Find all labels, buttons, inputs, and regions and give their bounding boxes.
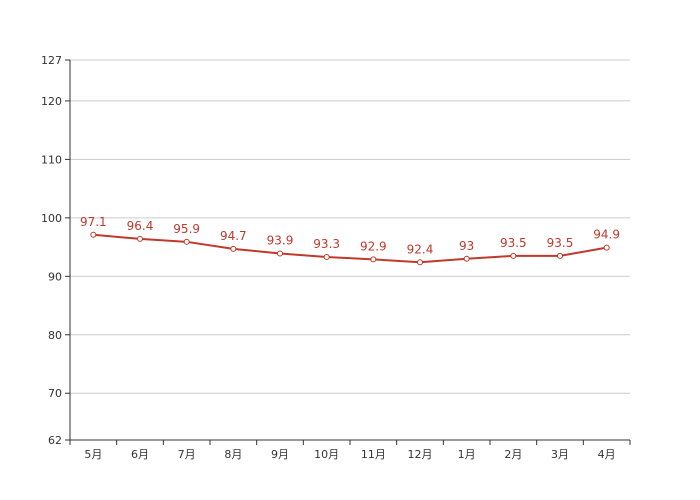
data-point xyxy=(277,250,283,257)
x-tick-label: 6月 xyxy=(131,448,149,461)
y-tick-label: 70 xyxy=(48,387,62,400)
data-point xyxy=(90,231,97,238)
data-point xyxy=(510,252,517,259)
x-tick-label: 2月 xyxy=(504,448,522,461)
data-label: 96.4 xyxy=(127,219,154,233)
y-tick-label: 90 xyxy=(48,270,62,283)
y-tick-label: 120 xyxy=(41,95,62,108)
data-label: 94.7 xyxy=(220,229,247,243)
x-tick-label: 5月 xyxy=(84,448,102,461)
data-label: 93.5 xyxy=(547,236,574,250)
data-label: 93 xyxy=(459,239,474,253)
x-tick-label: 10月 xyxy=(314,448,339,461)
y-tick-label: 110 xyxy=(41,153,62,166)
data-label: 94.9 xyxy=(593,228,620,242)
data-label: 93.5 xyxy=(500,236,527,250)
data-point xyxy=(603,244,610,251)
data-point xyxy=(137,235,143,242)
data-point xyxy=(463,255,470,262)
y-tick-label: 127 xyxy=(41,54,62,67)
grid-lines xyxy=(70,59,630,394)
data-label: 93.3 xyxy=(313,237,340,251)
x-tick-label: 8月 xyxy=(224,448,242,461)
data-point xyxy=(230,245,237,252)
data-series xyxy=(90,231,610,266)
data-label: 95.9 xyxy=(173,222,200,236)
x-tick-label: 12月 xyxy=(408,448,433,461)
x-tick-label: 11月 xyxy=(361,448,386,461)
data-label: 97.1 xyxy=(80,215,107,229)
data-point xyxy=(417,259,423,266)
data-labels: 97.1 96.4 95.9 94.7 93.9 93.3 92.9 92.4 93 93.5 93… xyxy=(80,215,620,256)
y-tick-label: 62 xyxy=(48,434,62,447)
x-tick-label: 7月 xyxy=(178,448,196,461)
x-tick-label: 1月 xyxy=(458,448,476,461)
y-tick-label: 100 xyxy=(41,212,62,225)
data-point xyxy=(183,238,190,245)
data-point xyxy=(557,252,563,259)
y-axis-ticks: 62 70 80 90 100 110 120 127 xyxy=(41,54,70,447)
series-line xyxy=(93,233,607,264)
data-point xyxy=(323,254,330,261)
x-axis-ticks: 5月 6月 7月 8月 9月 10月 11月 12月 1月 2月 3月 4月 xyxy=(69,440,631,461)
x-tick-label: 3月 xyxy=(551,448,569,461)
data-label: 92.4 xyxy=(407,242,434,256)
data-point xyxy=(370,256,377,263)
axes xyxy=(69,60,630,441)
x-tick-label: 9月 xyxy=(271,448,289,461)
y-tick-label: 80 xyxy=(48,329,62,342)
data-label: 93.9 xyxy=(267,234,294,248)
x-tick-label: 4月 xyxy=(598,448,616,461)
data-label: 92.9 xyxy=(360,239,387,253)
